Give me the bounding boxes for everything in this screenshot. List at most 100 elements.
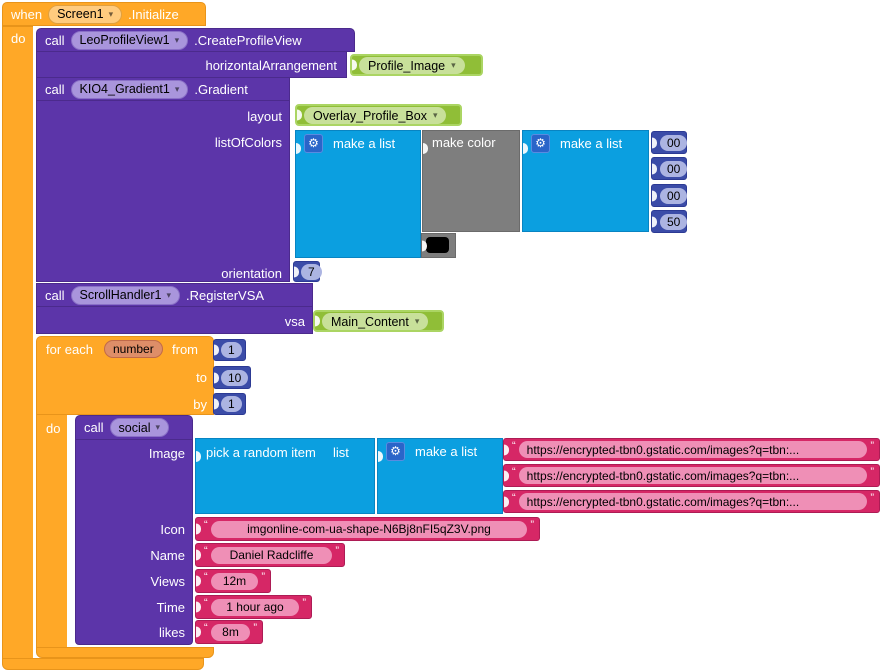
number-block-by[interactable]: 1 [213, 393, 246, 415]
call-scrollhandler-block[interactable]: call ScrollHandler1 ▾ .RegisterVSA [36, 283, 313, 307]
text-block-likes[interactable]: “ 8m ” [195, 620, 263, 644]
close-quote: ” [530, 519, 534, 531]
param-label-vsa: vsa [284, 314, 305, 329]
call-gradient-body[interactable] [36, 101, 290, 282]
text-field-url-1[interactable]: https://encrypted-tbn0.gstatic.com/image… [518, 441, 868, 458]
scrollhandler-dropdown-value: ScrollHandler1 [79, 288, 162, 302]
gradient-dropdown[interactable]: KIO4_Gradient1 ▾ [70, 79, 189, 99]
param-label-listofcolors: listOfColors [214, 135, 282, 150]
number-block-from[interactable]: 1 [213, 339, 246, 361]
leoprofileview-dropdown[interactable]: LeoProfileView1 ▾ [70, 30, 189, 50]
by-label: by [193, 397, 207, 412]
text-block-url-1[interactable]: “ https://encrypted-tbn0.gstatic.com/ima… [503, 438, 880, 461]
when-block-footer[interactable] [2, 658, 204, 670]
social-dropdown[interactable]: social ▾ [109, 418, 170, 437]
number-field[interactable]: 1 [221, 396, 242, 412]
text-block-url-2[interactable]: “ https://encrypted-tbn0.gstatic.com/ima… [503, 464, 880, 487]
main-content-value: Main_Content [331, 314, 409, 329]
make-a-list-label: make a list [415, 444, 478, 459]
text-field-likes[interactable]: 8m [210, 623, 251, 641]
chevron-down-icon: ▾ [155, 422, 161, 432]
scrollhandler-dropdown[interactable]: ScrollHandler1 ▾ [70, 285, 181, 305]
param-label-image: Image [148, 446, 185, 461]
mutator-gear-icon[interactable]: ⚙ [386, 442, 405, 461]
method-name: .RegisterVSA [186, 287, 265, 303]
profile-image-dropdown[interactable]: Profile_Image ▾ [359, 57, 465, 74]
number-field[interactable]: 50 [660, 213, 688, 230]
make-a-list-block-urls[interactable]: ⚙ make a list [377, 438, 503, 514]
text-block-url-3[interactable]: “ https://encrypted-tbn0.gstatic.com/ima… [503, 490, 880, 513]
text-block-name[interactable]: “ Daniel Radcliffe ” [195, 543, 345, 567]
component-block-profile-image[interactable]: Profile_Image ▾ [350, 54, 483, 76]
when-do-label: do [11, 31, 26, 46]
number-field[interactable]: 00 [660, 134, 688, 151]
number-field[interactable]: 7 [301, 263, 322, 280]
call-scrollhandler-body[interactable] [36, 307, 313, 334]
close-quote: ” [870, 440, 874, 452]
color-black-block[interactable] [421, 233, 456, 258]
make-a-list-block-outer[interactable]: ⚙ make a list [295, 130, 421, 258]
open-quote: “ [204, 597, 208, 609]
to-label: to [196, 370, 207, 385]
open-quote: “ [512, 466, 516, 478]
text-field-time[interactable]: 1 hour ago [210, 598, 300, 616]
for-each-spine[interactable] [36, 415, 67, 647]
number-block-orientation[interactable]: 7 [293, 261, 322, 282]
param-label-orientation: orientation [221, 266, 282, 281]
make-color-block[interactable]: make color [422, 130, 520, 232]
overlay-profile-box-value: Overlay_Profile_Box [313, 108, 427, 123]
mutator-gear-icon[interactable]: ⚙ [531, 134, 550, 153]
number-field[interactable]: 00 [660, 187, 688, 204]
text-block-views[interactable]: “ 12m ” [195, 569, 271, 593]
number-block-to[interactable]: 10 [213, 366, 251, 389]
screen-dropdown[interactable]: Screen1 ▾ [48, 4, 123, 24]
param-label-layout: layout [247, 109, 282, 124]
event-name: .Initialize [128, 6, 179, 22]
text-field-icon[interactable]: imgonline-com-ua-shape-N6Bj8nFI5qZ3V.png [210, 520, 528, 538]
loop-variable-field[interactable]: number [104, 340, 163, 358]
pick-list-label: list [333, 445, 349, 460]
number-block-blue[interactable]: 50 [651, 210, 688, 233]
chevron-down-icon: ▾ [108, 8, 114, 19]
screen-dropdown-value: Screen1 [57, 7, 104, 21]
when-screen1-initialize-block[interactable]: when Screen1 ▾ .Initialize [2, 2, 206, 26]
open-quote: “ [204, 545, 208, 557]
number-field[interactable]: 1 [221, 342, 242, 358]
mutator-gear-icon[interactable]: ⚙ [304, 134, 323, 153]
make-a-list-label: make a list [333, 136, 396, 151]
text-field-name[interactable]: Daniel Radcliffe [210, 546, 333, 564]
component-block-main-content[interactable]: Main_Content ▾ [313, 310, 444, 332]
open-quote: “ [204, 571, 208, 583]
call-social-block[interactable]: call social ▾ [75, 415, 193, 440]
number-block-alpha[interactable]: 00 [651, 131, 688, 154]
component-block-overlay-profile-box[interactable]: Overlay_Profile_Box ▾ [295, 104, 462, 126]
text-field-views[interactable]: 12m [210, 572, 259, 590]
overlay-profile-box-dropdown[interactable]: Overlay_Profile_Box ▾ [304, 107, 447, 124]
param-label-name: Name [150, 548, 185, 563]
close-quote: ” [335, 545, 339, 557]
number-block-red[interactable]: 00 [651, 157, 688, 180]
text-field-url-3[interactable]: https://encrypted-tbn0.gstatic.com/image… [518, 493, 868, 510]
number-field[interactable]: 00 [660, 160, 688, 177]
pick-random-item-block[interactable]: pick a random item list [195, 438, 375, 514]
call-social-body[interactable] [75, 440, 193, 645]
black-color-swatch[interactable] [426, 237, 449, 253]
number-block-green[interactable]: 00 [651, 184, 688, 207]
param-label-likes: likes [158, 625, 185, 640]
call-leoprofileview-block[interactable]: call LeoProfileView1 ▾ .CreateProfileVie… [36, 28, 355, 52]
social-dropdown-value: social [118, 420, 151, 435]
make-a-list-label: make a list [560, 136, 623, 151]
text-block-time[interactable]: “ 1 hour ago ” [195, 595, 312, 619]
call-gradient-block[interactable]: call KIO4_Gradient1 ▾ .Gradient [36, 77, 290, 101]
make-a-list-block-inner[interactable]: ⚙ make a list [522, 130, 649, 232]
when-block-spine[interactable] [2, 26, 33, 658]
text-block-icon[interactable]: “ imgonline-com-ua-shape-N6Bj8nFI5qZ3V.p… [195, 517, 540, 541]
text-field-url-2[interactable]: https://encrypted-tbn0.gstatic.com/image… [518, 467, 868, 484]
number-field[interactable]: 10 [221, 369, 249, 386]
open-quote: “ [204, 622, 208, 634]
close-quote: ” [870, 466, 874, 478]
for-each-footer[interactable] [36, 647, 214, 658]
main-content-dropdown[interactable]: Main_Content ▾ [322, 313, 429, 330]
from-label: from [172, 342, 198, 357]
